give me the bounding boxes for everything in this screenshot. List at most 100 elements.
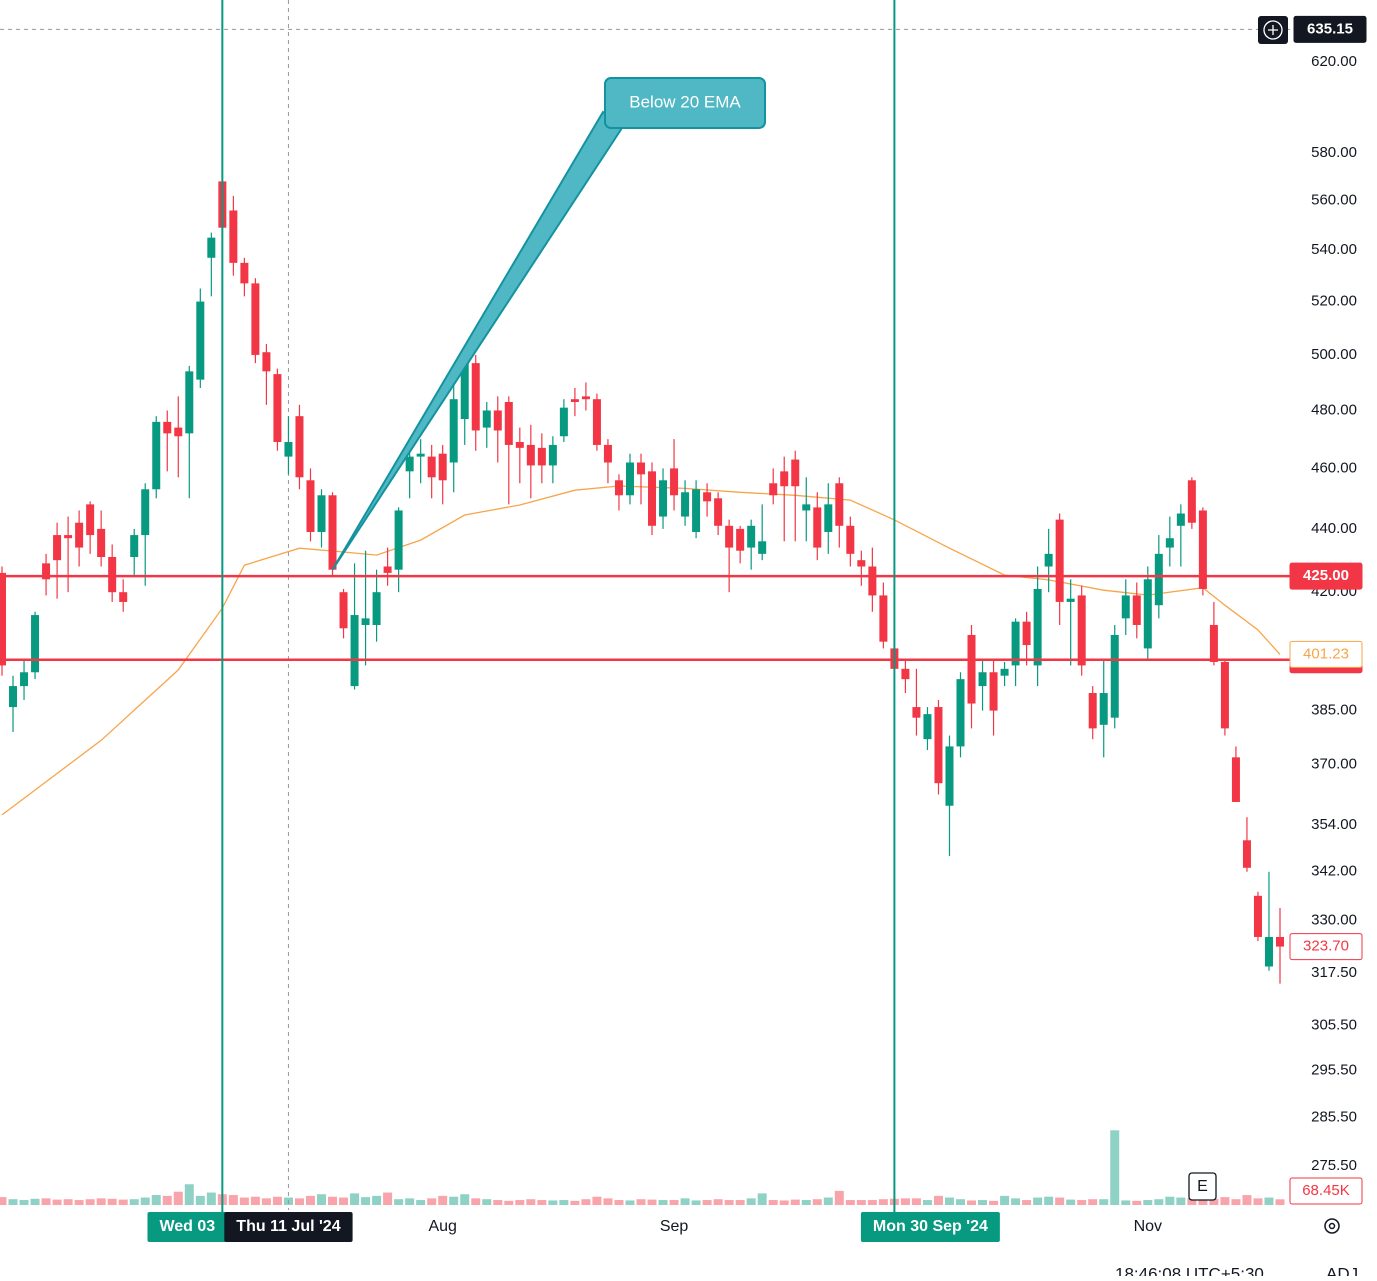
candle — [1110, 624, 1119, 729]
volume-bar — [845, 1200, 855, 1205]
candle — [835, 477, 844, 548]
candle-body — [625, 462, 634, 496]
candle — [747, 519, 756, 570]
candle-body — [1176, 513, 1185, 526]
candle-body — [1253, 895, 1262, 937]
volume-bar — [339, 1197, 349, 1205]
candle — [119, 579, 128, 612]
add-alert-button[interactable] — [1258, 16, 1288, 44]
candle — [967, 624, 976, 729]
candle-body — [1165, 538, 1174, 548]
candle-body — [1011, 621, 1020, 666]
candle-body — [207, 237, 216, 258]
candle — [1033, 566, 1042, 687]
candle — [956, 672, 965, 758]
candle-body — [703, 492, 712, 502]
candle-body — [1088, 693, 1097, 729]
volume-bar — [162, 1195, 172, 1205]
y-tick-label: 540.00 — [1311, 241, 1357, 258]
candle-body — [813, 507, 822, 548]
candle — [53, 522, 62, 599]
e-button[interactable]: E — [1188, 1172, 1217, 1201]
hline-label-text: 425.00 — [1303, 567, 1349, 584]
candle — [581, 382, 590, 411]
plot-area: Below 20 EMA — [0, 0, 1290, 1212]
candle-body — [659, 480, 668, 517]
volume-bar — [1000, 1195, 1010, 1205]
candle-body — [1154, 553, 1163, 606]
volume-bar — [636, 1199, 646, 1205]
candle — [1000, 661, 1009, 687]
candle — [912, 668, 921, 736]
candle — [1121, 579, 1130, 635]
candle-body — [714, 498, 723, 526]
candle-body — [747, 525, 756, 548]
volume-bar — [30, 1198, 40, 1205]
candle-body — [185, 371, 194, 434]
y-tick-label: 480.00 — [1311, 401, 1357, 418]
candle-body — [130, 535, 139, 558]
candle — [703, 483, 712, 517]
candle — [625, 453, 634, 505]
candle — [923, 707, 932, 751]
y-tick-label: 620.00 — [1311, 53, 1357, 70]
last-price-label: 323.70 — [1289, 933, 1363, 961]
candle-body — [868, 566, 877, 596]
candle-body — [934, 707, 943, 784]
candle-body — [570, 399, 579, 403]
volume-bar — [956, 1199, 965, 1205]
settings-icon[interactable] — [1324, 1218, 1340, 1234]
candle — [97, 510, 106, 567]
candle — [383, 547, 392, 586]
volume-bar — [559, 1200, 569, 1205]
candle — [813, 492, 822, 561]
candle — [295, 404, 304, 490]
candle-body — [1110, 634, 1119, 718]
candle-body — [86, 504, 95, 536]
volume-bar — [482, 1199, 492, 1205]
candle-body — [108, 557, 117, 593]
volume-bar — [746, 1198, 756, 1205]
volume-bar — [548, 1200, 558, 1205]
candle-body — [592, 399, 601, 445]
candle — [989, 658, 998, 736]
time-label: Wed 03 — [147, 1212, 228, 1242]
volume-bar — [801, 1200, 811, 1205]
footer-adj[interactable]: ADJ — [1326, 1264, 1358, 1281]
volume-bar — [0, 1197, 7, 1205]
volume-bar — [85, 1199, 95, 1205]
volume-bar — [1055, 1197, 1065, 1205]
candle-body — [681, 492, 690, 517]
callout[interactable]: Below 20 EMA — [331, 77, 766, 571]
volume-bar — [1275, 1199, 1285, 1205]
volume-bar — [1165, 1196, 1175, 1205]
candle — [427, 444, 436, 499]
candle-body — [31, 615, 40, 673]
candle-body — [526, 444, 535, 466]
crosshair-price-label-box — [1293, 15, 1367, 43]
volume-bar — [405, 1198, 415, 1205]
volume-bar — [911, 1198, 921, 1205]
candle-body — [9, 686, 18, 708]
candle — [1176, 504, 1185, 567]
candle-body — [262, 352, 271, 372]
candle-body — [791, 459, 800, 487]
candle-body — [97, 528, 106, 558]
y-tick-label: 560.00 — [1311, 192, 1357, 209]
candle — [758, 504, 767, 561]
candle-body — [141, 489, 150, 536]
candle — [1066, 579, 1075, 666]
candle-body — [967, 634, 976, 704]
candle — [471, 354, 480, 451]
candle-body — [317, 495, 326, 532]
candle — [42, 553, 51, 596]
candle — [637, 453, 645, 505]
candle-body — [835, 483, 844, 526]
volume-bar — [8, 1199, 18, 1205]
candle-body — [295, 416, 304, 478]
candle — [20, 658, 29, 701]
time-label-text: Thu 11 Jul '24 — [236, 1218, 340, 1235]
candle — [824, 483, 833, 554]
ema-label-box — [1289, 640, 1363, 668]
volume-bar — [1099, 1199, 1109, 1205]
